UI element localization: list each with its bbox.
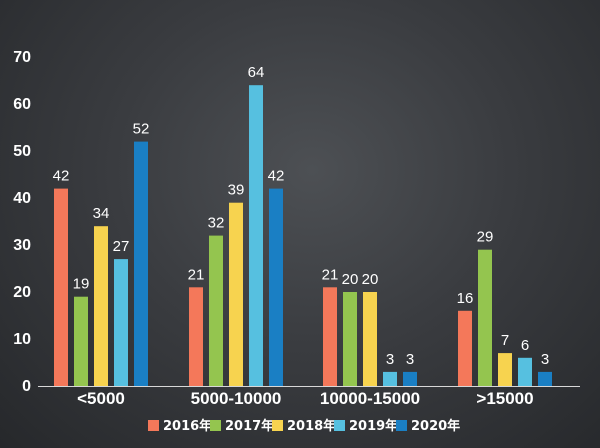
bar	[363, 292, 377, 386]
bar	[323, 287, 337, 386]
bar-group: 21 20 203 3	[322, 266, 417, 386]
legend-swatch	[210, 420, 221, 431]
bar	[94, 226, 108, 386]
legend-item: 2016年	[148, 418, 212, 434]
legend-label: 2017年	[225, 418, 274, 434]
bar	[498, 353, 512, 386]
bar	[458, 310, 472, 386]
bar-value-label: 3	[541, 351, 549, 368]
legend-swatch	[272, 420, 283, 431]
bar	[189, 287, 203, 386]
bar-value-label: 16	[457, 290, 474, 307]
bar-value-label: 20	[342, 271, 359, 288]
legend-label: 2018年	[287, 418, 336, 434]
bar-group: 16 29 7 63	[457, 229, 552, 386]
legend-item: 2020年	[396, 418, 460, 434]
legend-label: 2020年	[411, 418, 460, 434]
category-label: 5000-10000	[191, 389, 282, 408]
bar	[229, 202, 243, 386]
y-tick-label: 30	[13, 237, 31, 254]
y-tick-label: 0	[22, 378, 31, 395]
bar-value-label: 32	[208, 215, 225, 232]
bar-value-label: 6	[521, 337, 529, 354]
legend-item: 2018年	[272, 418, 336, 434]
y-tick-label: 50	[13, 143, 31, 160]
bar	[478, 249, 492, 386]
y-axis: 0 10 20 30 40 50 60 70	[13, 49, 31, 395]
legend-item: 2017年	[210, 418, 274, 434]
bar-value-label: 42	[268, 168, 285, 185]
y-tick-label: 40	[13, 190, 31, 207]
category-label: <5000	[77, 389, 125, 408]
bar-value-label: 64	[248, 64, 265, 81]
bar	[114, 259, 128, 386]
legend-swatch	[396, 420, 407, 431]
y-tick-label: 60	[13, 96, 31, 113]
bar-value-label: 3	[406, 351, 414, 368]
bar	[249, 85, 263, 386]
legend-item: 2019年	[334, 418, 398, 434]
bar-value-label: 21	[188, 266, 205, 283]
bar-value-label: 21	[322, 266, 339, 283]
bar	[134, 141, 148, 386]
bar-value-label: 19	[73, 276, 90, 293]
category-label: >15000	[476, 389, 533, 408]
legend-label: 2019年	[349, 418, 398, 434]
bar-value-label: 20	[362, 271, 379, 288]
bar	[343, 292, 357, 386]
bar-value-label: 7	[501, 332, 509, 349]
bar	[74, 296, 88, 386]
bar-value-label: 39	[228, 182, 245, 199]
bar-value-label: 3	[386, 351, 394, 368]
bar-value-label: 52	[133, 121, 150, 138]
bar	[269, 188, 283, 386]
bar	[538, 371, 552, 386]
bar	[383, 371, 397, 386]
y-tick-label: 20	[13, 284, 31, 301]
x-axis: <5000 5000-10000 10000-15000 >15000	[38, 386, 580, 408]
bar	[54, 188, 68, 386]
legend-label: 2016年	[163, 418, 212, 434]
category-label: 10000-15000	[320, 389, 420, 408]
legend-swatch	[148, 420, 159, 431]
legend: 2016年 2017年 2018年 2019年 2020年	[148, 418, 460, 434]
bar-value-label: 34	[93, 205, 110, 222]
y-tick-label: 10	[13, 331, 31, 348]
y-tick-label: 70	[13, 49, 31, 66]
bar-value-label: 42	[53, 168, 70, 185]
bar-value-label: 29	[477, 229, 494, 246]
legend-swatch	[334, 420, 345, 431]
bar	[518, 357, 532, 386]
bar	[209, 235, 223, 386]
bar	[403, 371, 417, 386]
bar-value-label: 27	[113, 238, 130, 255]
